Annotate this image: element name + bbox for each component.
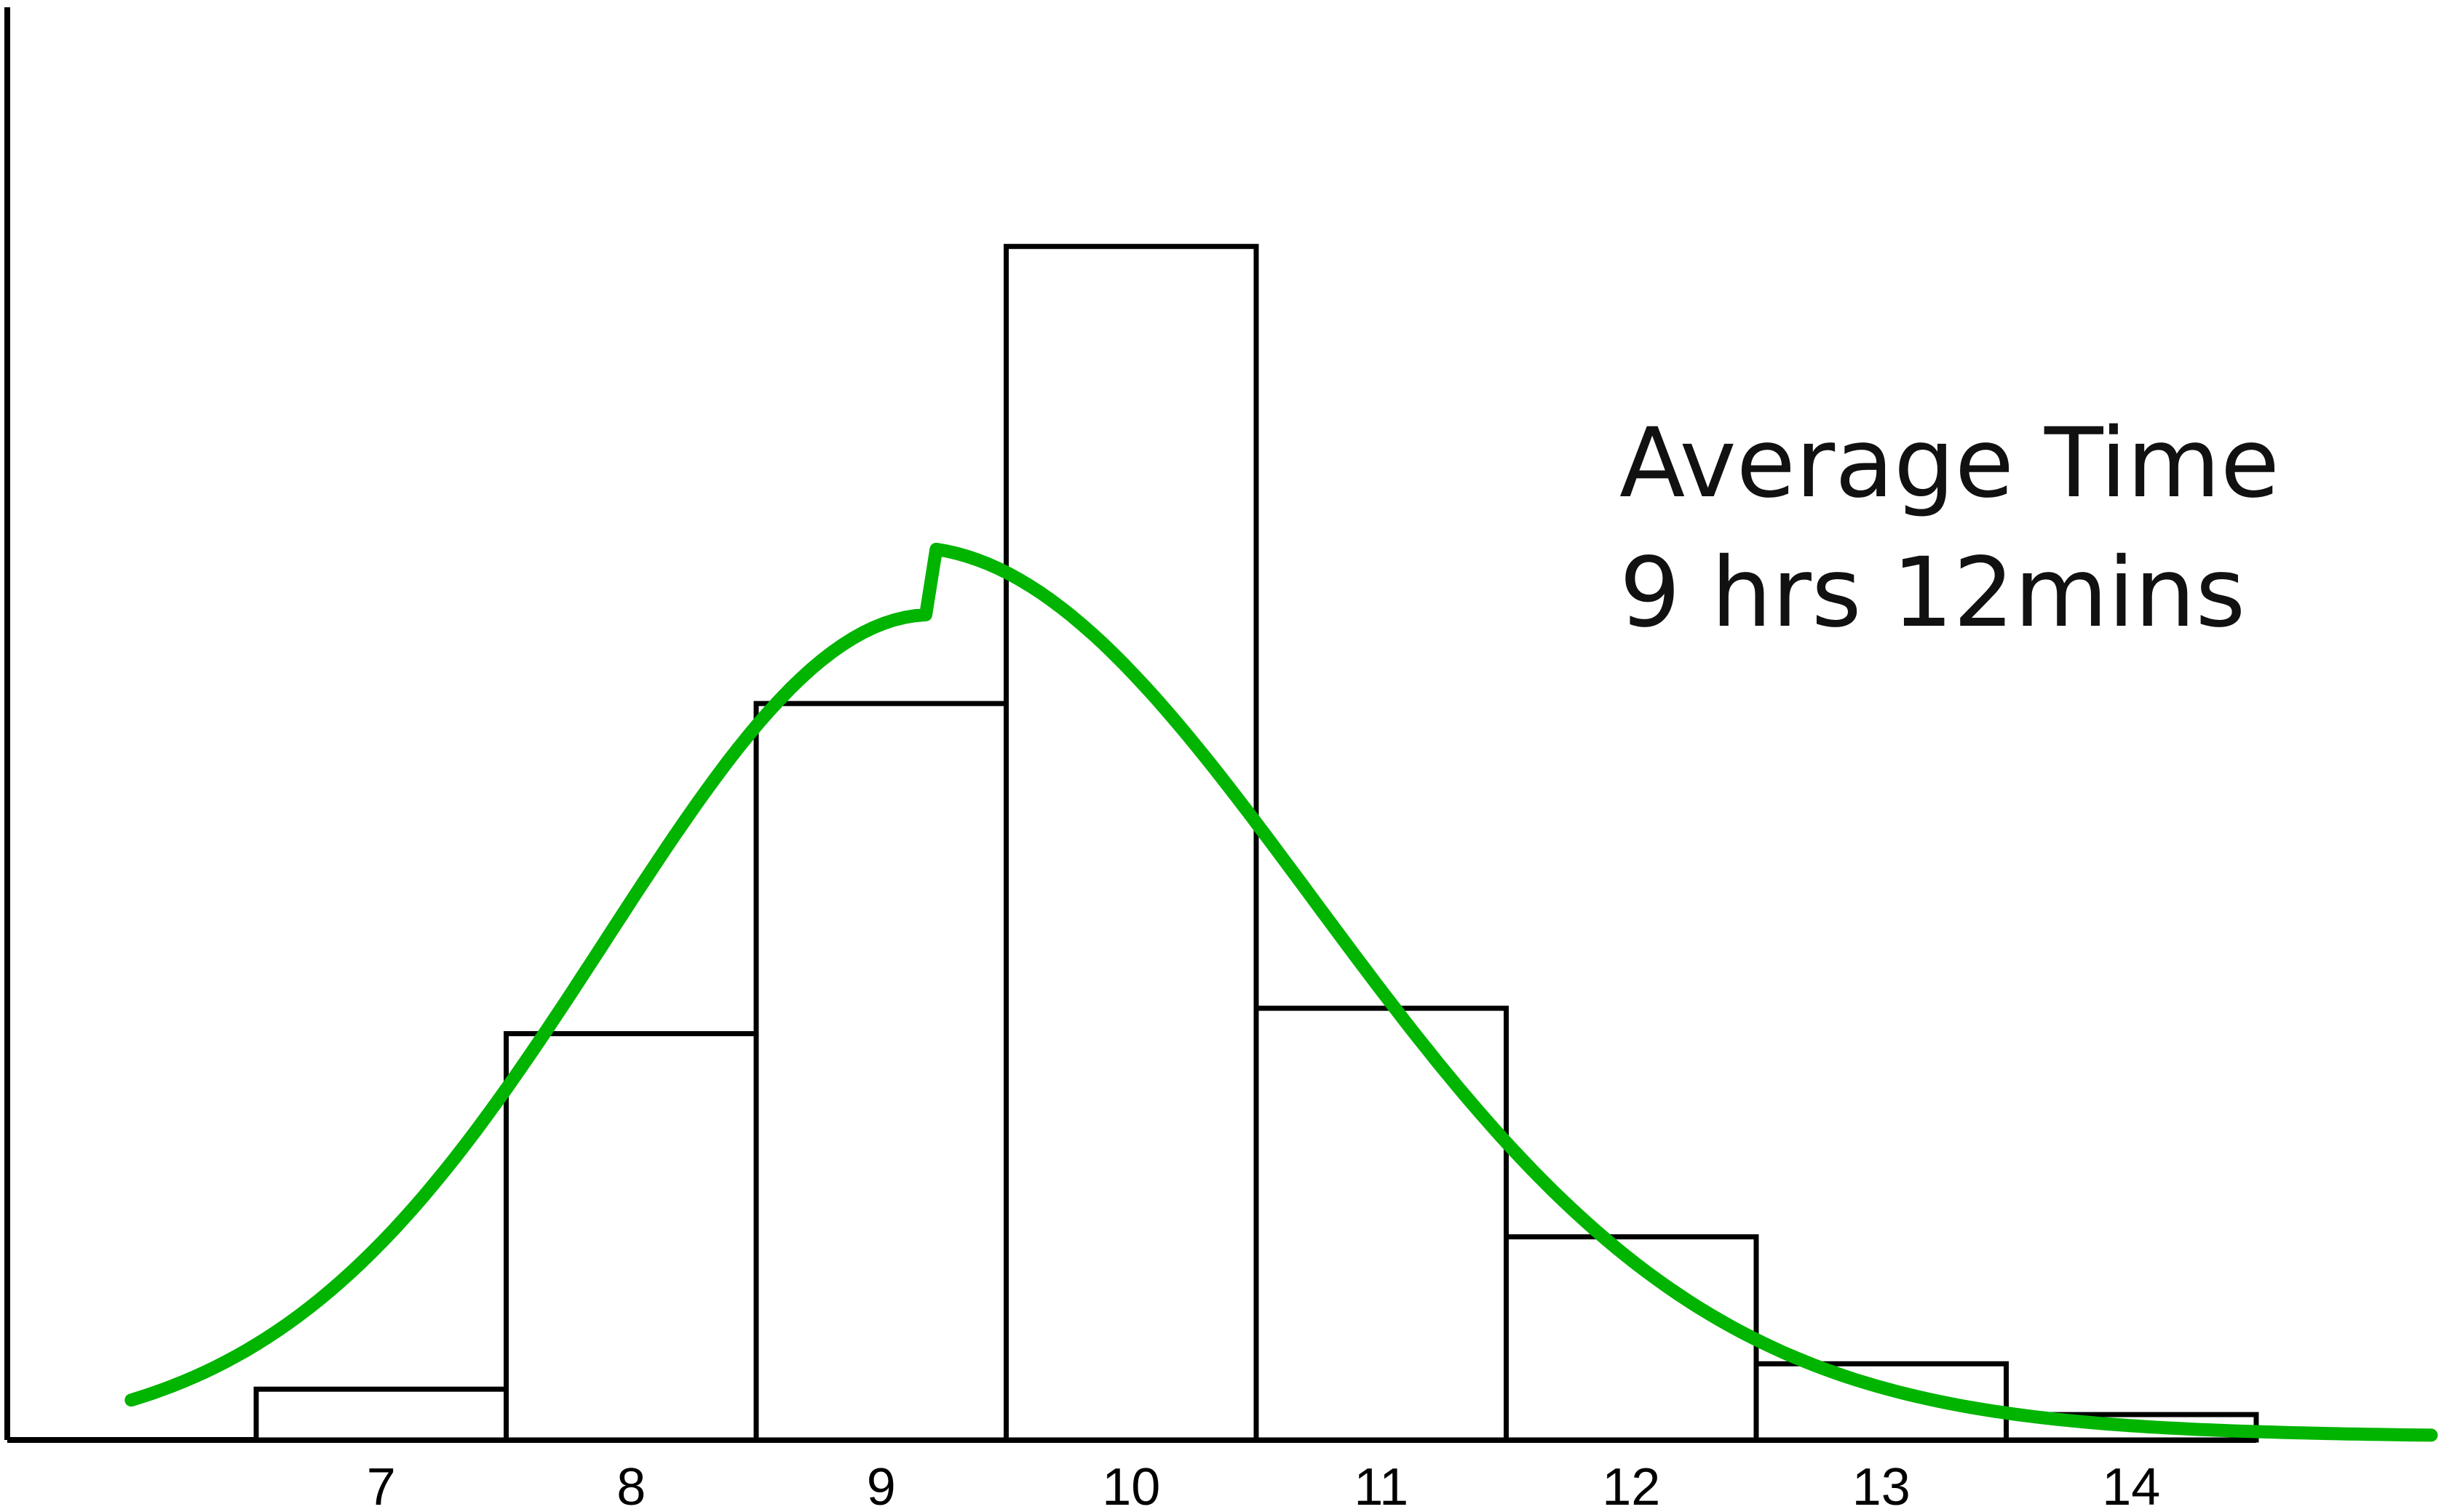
x-tick-label: 13	[1852, 1458, 1911, 1508]
average-time-value: 9 hrs 12mins	[1619, 537, 2246, 649]
x-tick-label: 8	[616, 1458, 646, 1508]
x-tick-label: 12	[1602, 1458, 1660, 1508]
histogram-bar	[504, 1031, 759, 1443]
histogram-bar	[1004, 244, 1259, 1443]
average-time-label: Average Time	[1619, 407, 2280, 520]
histogram-bar	[253, 1386, 509, 1443]
x-tick-label: 10	[1102, 1458, 1160, 1508]
average-time-annotation: Average Time 9 hrs 12mins	[1619, 399, 2280, 658]
x-tick-label: 7	[367, 1458, 396, 1508]
x-tick-label: 9	[867, 1458, 896, 1508]
x-tick-label: 14	[2102, 1458, 2160, 1508]
x-tick-label: 11	[1354, 1458, 1408, 1508]
fitted-curve	[124, 542, 2438, 1442]
histogram-bar	[1253, 1006, 1509, 1443]
histogram-bar	[753, 701, 1009, 1443]
